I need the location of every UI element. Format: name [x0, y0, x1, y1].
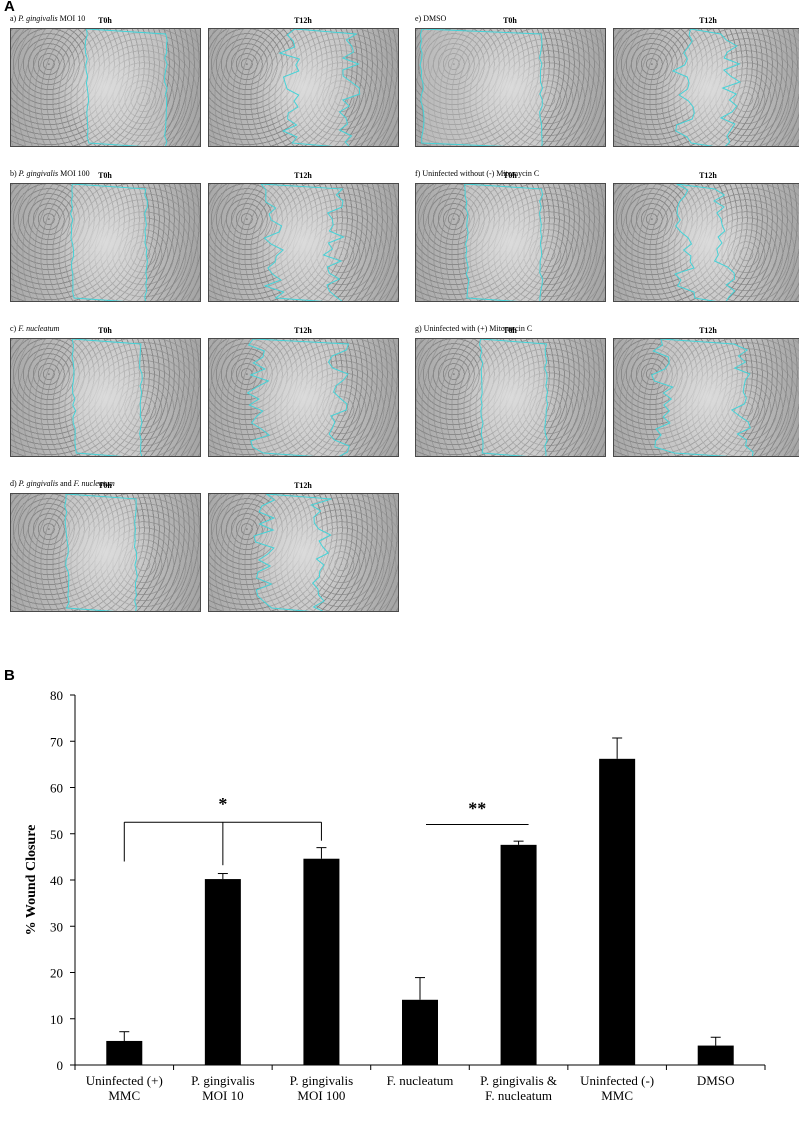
micrograph-d-t0h: [10, 493, 201, 612]
x-tick-label: F. nucleatum: [387, 1073, 454, 1088]
wound-outline-overlay: [71, 339, 143, 456]
panel-a-letter: A: [4, 0, 15, 15]
wound-outline-overlay: [651, 339, 754, 456]
condition-label-d: d) P. gingivalis and F. nucleatum: [10, 479, 115, 488]
x-tick-label: F. nucleatum: [485, 1088, 552, 1103]
condition-label-e: e) DMSO: [415, 14, 446, 23]
wound-outline-overlay: [246, 339, 350, 456]
wound-outline-overlay: [70, 184, 148, 301]
x-tick-label: MOI 10: [202, 1088, 244, 1103]
wound-outline-overlay: [479, 339, 549, 456]
timepoint-label-t0h: T0h: [98, 16, 112, 25]
bar: [402, 999, 438, 1065]
significance-label: *: [218, 794, 227, 814]
timepoint-label-t0h: T0h: [503, 16, 517, 25]
x-tick-label: MMC: [108, 1088, 140, 1103]
timepoint-label-t12h: T12h: [699, 16, 717, 25]
wound-outline-overlay: [419, 29, 544, 146]
y-tick-label: 70: [50, 734, 63, 749]
condition-label-prefix: a): [10, 14, 19, 23]
micrograph-a-t0h: [10, 28, 201, 147]
wound-outline-overlay: [674, 184, 736, 301]
micrograph-e-t0h: [415, 28, 606, 147]
bar: [303, 858, 340, 1065]
timepoint-label-t12h: T12h: [294, 16, 312, 25]
condition-label-prefix: e) DMSO: [415, 14, 447, 23]
bar: [106, 1040, 143, 1065]
micrograph-c-t0h: [10, 338, 201, 457]
condition-label-f: f) Uninfected without (-) Mitomycin C: [415, 169, 539, 178]
panel-b-letter: B: [4, 667, 15, 684]
condition-label-prefix: c): [10, 324, 19, 333]
timepoint-label-t12h: T12h: [294, 171, 312, 180]
condition-label-b: b) P. gingivalis MOI 100: [10, 169, 90, 178]
timepoint-label-t0h: T0h: [503, 326, 517, 335]
wound-outline-overlay: [253, 494, 332, 611]
y-tick-label: 60: [50, 781, 63, 796]
wound-outline-overlay: [84, 29, 168, 146]
micrograph-b-t0h: [10, 183, 201, 302]
wound-outline-overlay: [464, 184, 544, 301]
y-tick-label: 80: [50, 688, 63, 703]
x-tick-label: MOI 100: [297, 1088, 345, 1103]
timepoint-label-t0h: T0h: [98, 171, 112, 180]
condition-label-species: P. gingivalis: [18, 479, 59, 488]
timepoint-label-t0h: T0h: [503, 171, 517, 180]
micrograph-g-t12h: [613, 338, 799, 457]
condition-label-prefix: b): [10, 169, 19, 178]
x-tick-label: P. gingivalis &: [480, 1073, 557, 1088]
wound-outline-overlay: [64, 494, 138, 611]
condition-label-species: P. gingivalis: [18, 14, 58, 23]
significance-label: **: [468, 799, 486, 819]
wound-outline-overlay: [671, 29, 742, 146]
timepoint-label-t12h: T12h: [699, 326, 717, 335]
x-tick-label: P. gingivalis: [191, 1073, 255, 1088]
condition-label-suffix: MOI 10: [57, 14, 86, 23]
x-tick-label: Uninfected (-): [580, 1073, 654, 1088]
bar: [500, 844, 537, 1065]
condition-label-prefix: g) Uninfected with (+) Mitomycin C: [415, 324, 533, 333]
condition-label-species: F. nucleatum: [18, 324, 60, 333]
bar: [697, 1045, 734, 1065]
x-tick-label: P. gingivalis: [290, 1073, 354, 1088]
x-tick-label: MMC: [601, 1088, 633, 1103]
condition-label-suffix: and: [58, 479, 74, 488]
timepoint-label-t12h: T12h: [699, 171, 717, 180]
micrograph-b-t12h: [208, 183, 399, 302]
timepoint-label-t12h: T12h: [294, 481, 312, 490]
condition-label-prefix: d): [10, 479, 19, 488]
timepoint-label-t0h: T0h: [98, 326, 112, 335]
y-tick-label: 30: [50, 919, 63, 934]
condition-label-prefix: f) Uninfected without (-) Mitomycin C: [415, 169, 540, 178]
condition-label-g: g) Uninfected with (+) Mitomycin C: [415, 324, 532, 333]
micrograph-f-t12h: [613, 183, 799, 302]
wound-outline-overlay: [260, 184, 345, 301]
timepoint-label-t12h: T12h: [294, 326, 312, 335]
micrograph-c-t12h: [208, 338, 399, 457]
micrograph-a-t12h: [208, 28, 399, 147]
condition-label-a: a) P. gingivalis MOI 10: [10, 14, 85, 23]
condition-label-suffix: MOI 100: [58, 169, 90, 178]
y-tick-label: 0: [57, 1058, 64, 1073]
y-tick-label: 20: [50, 966, 63, 981]
wound-outline-overlay: [278, 29, 361, 146]
y-tick-label: 50: [50, 827, 63, 842]
x-tick-label: DMSO: [697, 1073, 735, 1088]
micrograph-e-t12h: [613, 28, 799, 147]
y-tick-label: 10: [50, 1012, 63, 1027]
bar: [204, 879, 241, 1065]
condition-label-species-2: F. nucleatum: [73, 479, 115, 488]
wound-closure-bar-chart: 0 10 20 30 40 50 60 70 80 % Wound Closure Uninfect…: [24, 688, 766, 1103]
timepoint-label-t0h: T0h: [98, 481, 112, 490]
micrograph-g-t0h: [415, 338, 606, 457]
condition-label-c: c) F. nucleatum: [10, 324, 59, 333]
y-tick-label: 40: [50, 873, 63, 888]
bar: [599, 758, 636, 1065]
condition-label-species: P. gingivalis: [18, 169, 59, 178]
micrograph-f-t0h: [415, 183, 606, 302]
y-axis-title: % Wound Closure: [24, 825, 39, 936]
x-tick-label: Uninfected (+): [86, 1073, 163, 1088]
micrograph-d-t12h: [208, 493, 399, 612]
